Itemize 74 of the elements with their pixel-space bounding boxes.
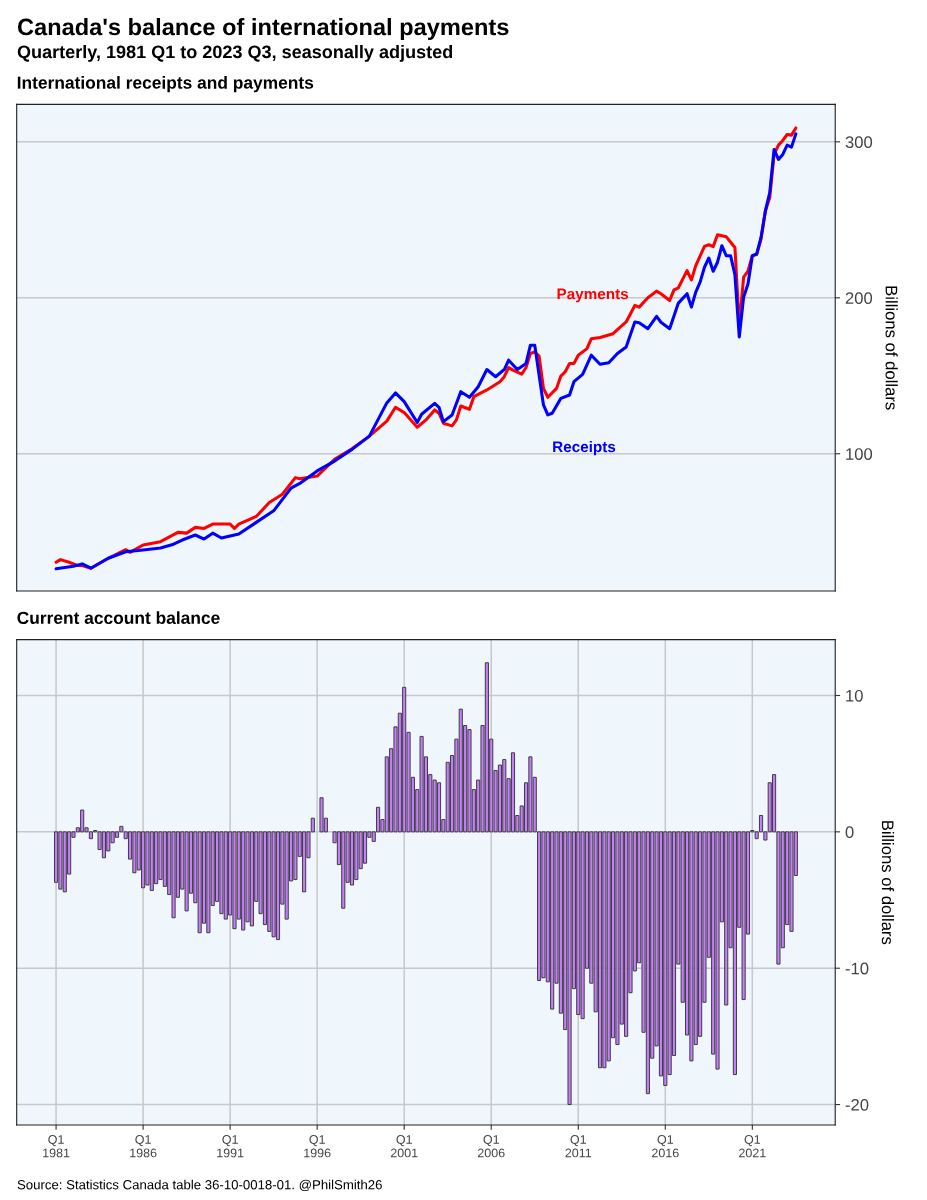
text: International receipts and payments [17,76,314,93]
bar [206,831,211,934]
y-tick-label: 10 [846,689,863,702]
bar [541,831,546,979]
bar [741,831,746,1001]
bar [271,831,276,938]
bar [141,831,146,889]
bar [484,662,489,833]
bar [715,831,720,1070]
bar [58,831,63,890]
bar [624,831,629,1037]
bar [62,831,67,893]
y-axis-title: Billions of dollars [885,286,898,410]
y-tick-label: 100 [846,448,873,460]
source-note: Source: Statistics Canada table 36-10-0018-01. @PhilSmith26 [17,1179,382,1192]
bar [232,831,237,930]
bar [149,831,154,891]
bar [580,831,585,1020]
bar [302,831,307,893]
y-tick-label: 200 [845,292,873,304]
y-tick-label: 300 [845,136,873,149]
bar [275,831,281,941]
x-tick-label: Q1 2016 [652,1135,679,1158]
x-tick-label: Q1 2011 [565,1135,592,1158]
y-tick-label: 0 [845,826,854,839]
chart-title: Canada's balance of international payments [17,18,509,41]
bar [132,831,137,874]
bar [80,809,85,833]
bar [663,831,668,1086]
bar [419,735,424,833]
series-label: Payments [557,288,629,303]
bar [197,831,202,934]
x-tick-label: Q1 2001 [390,1135,418,1158]
bar [223,831,228,920]
bar [550,831,555,1010]
chart-title: Current account balance [17,611,220,625]
x-tick-label: Q1 2006 [477,1135,505,1158]
bar [436,782,442,833]
bar [615,831,620,1046]
bar [576,831,581,1016]
y-tick-label: -10 [845,962,869,975]
bar [319,797,324,833]
bar [284,831,289,920]
bar [458,708,463,833]
bar [597,831,603,1069]
x-tick-label: Q1 1981 [43,1135,70,1158]
x-tick-label: Q1 1991 [217,1135,244,1158]
bar [567,831,572,1106]
bar [249,831,254,927]
y-tick-label: -20 [845,1098,869,1111]
bar [467,729,472,833]
bar [341,831,346,909]
bar [724,831,729,1006]
bar [184,831,189,912]
bar [602,831,607,1069]
y-axis-title: Billions of dollars [881,821,895,945]
x-tick-label: Q1 2021 [739,1135,766,1158]
x-tick-label: Q1 1996 [304,1135,331,1158]
bar [349,831,355,886]
bar [171,831,176,919]
bar [510,752,516,833]
bar [645,831,650,1095]
bar [88,831,93,840]
bar [402,686,407,833]
x-tick-label: Q1 1986 [130,1135,157,1158]
bar [502,759,507,833]
bar [689,831,694,1062]
bar [528,756,533,833]
series-label: Receipts [553,440,616,456]
bar [789,831,794,932]
bar [241,831,246,931]
bar [732,831,737,1076]
bar [293,831,298,881]
chart-subtitle: Quarterly, 1981 Q1 to 2023 Q3, seasonally adjusted [17,45,453,62]
